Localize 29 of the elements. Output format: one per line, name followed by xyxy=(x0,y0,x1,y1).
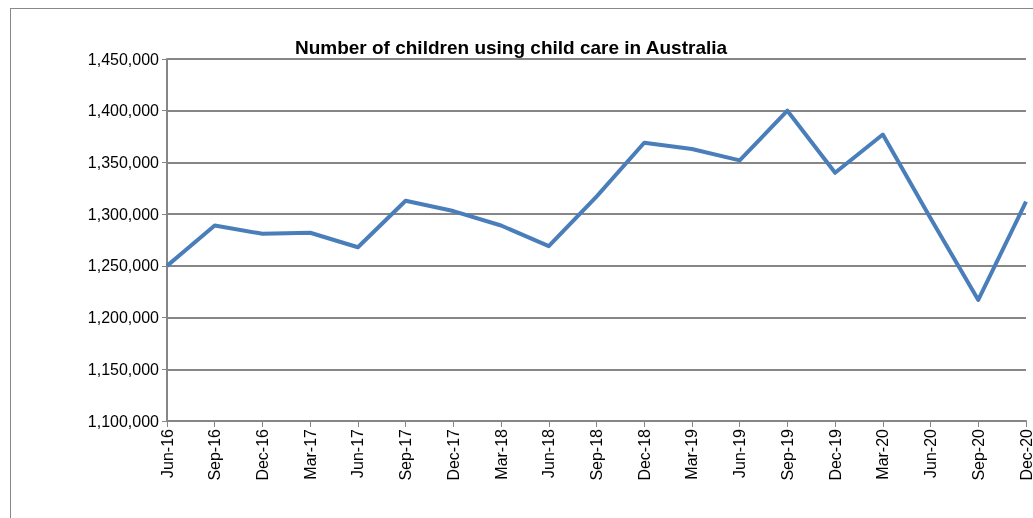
x-tick-label: Dec-16 xyxy=(253,428,271,481)
x-tick-label: Mar-20 xyxy=(874,428,892,480)
chart-title: Number of children using child care in Australia xyxy=(294,37,728,58)
y-tick-label: 1,300,000 xyxy=(87,205,160,223)
y-tick-label: 1,100,000 xyxy=(87,412,160,430)
x-tick-label: Sep-17 xyxy=(397,428,415,481)
y-tick-label: 1,150,000 xyxy=(87,360,160,378)
x-tick-label: Dec-19 xyxy=(826,428,844,481)
x-tick-label: Sep-20 xyxy=(969,428,987,481)
x-tick-label: Mar-18 xyxy=(492,428,510,480)
x-tick-label: Mar-17 xyxy=(301,428,319,480)
x-tick-label: Dec-18 xyxy=(635,428,653,481)
x-tick-label: Mar-19 xyxy=(683,428,701,480)
x-tick-label: Jun-18 xyxy=(540,428,558,478)
y-tick-label: 1,400,000 xyxy=(87,102,160,120)
y-tick-label: 1,200,000 xyxy=(87,309,160,327)
x-tick-label: Jun-16 xyxy=(158,428,176,478)
x-tick-label: Jun-20 xyxy=(922,428,940,478)
line-series xyxy=(165,108,1028,302)
x-tick-label: Sep-19 xyxy=(778,428,796,481)
x-tick-label: Sep-18 xyxy=(588,428,605,481)
x-tick-label: Sep-16 xyxy=(206,428,224,481)
x-tick-label: Dec-17 xyxy=(444,428,462,481)
y-tick-label: 1,450,000 xyxy=(87,50,160,68)
x-tick-label: Dec-20 xyxy=(1017,428,1033,481)
x-tick-label: Jun-19 xyxy=(731,428,749,478)
x-tick-label: Jun-17 xyxy=(349,428,367,478)
y-tick-label: 1,350,000 xyxy=(87,153,160,171)
y-tick-label: 1,250,000 xyxy=(87,257,160,275)
